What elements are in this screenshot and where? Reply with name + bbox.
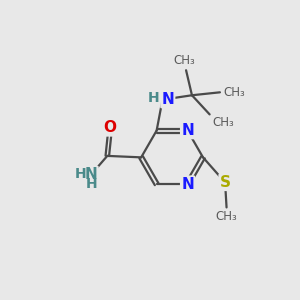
Text: N: N (181, 177, 194, 192)
Text: H: H (148, 91, 160, 105)
Text: CH₃: CH₃ (216, 210, 237, 223)
Text: N: N (85, 167, 98, 182)
Text: N: N (181, 123, 194, 138)
Text: CH₃: CH₃ (213, 116, 234, 129)
Text: H: H (75, 167, 87, 182)
Text: N: N (161, 92, 174, 107)
Text: CH₃: CH₃ (174, 54, 196, 67)
Text: S: S (220, 175, 231, 190)
Text: H: H (86, 177, 98, 191)
Text: O: O (104, 120, 117, 135)
Text: CH₃: CH₃ (224, 86, 245, 99)
